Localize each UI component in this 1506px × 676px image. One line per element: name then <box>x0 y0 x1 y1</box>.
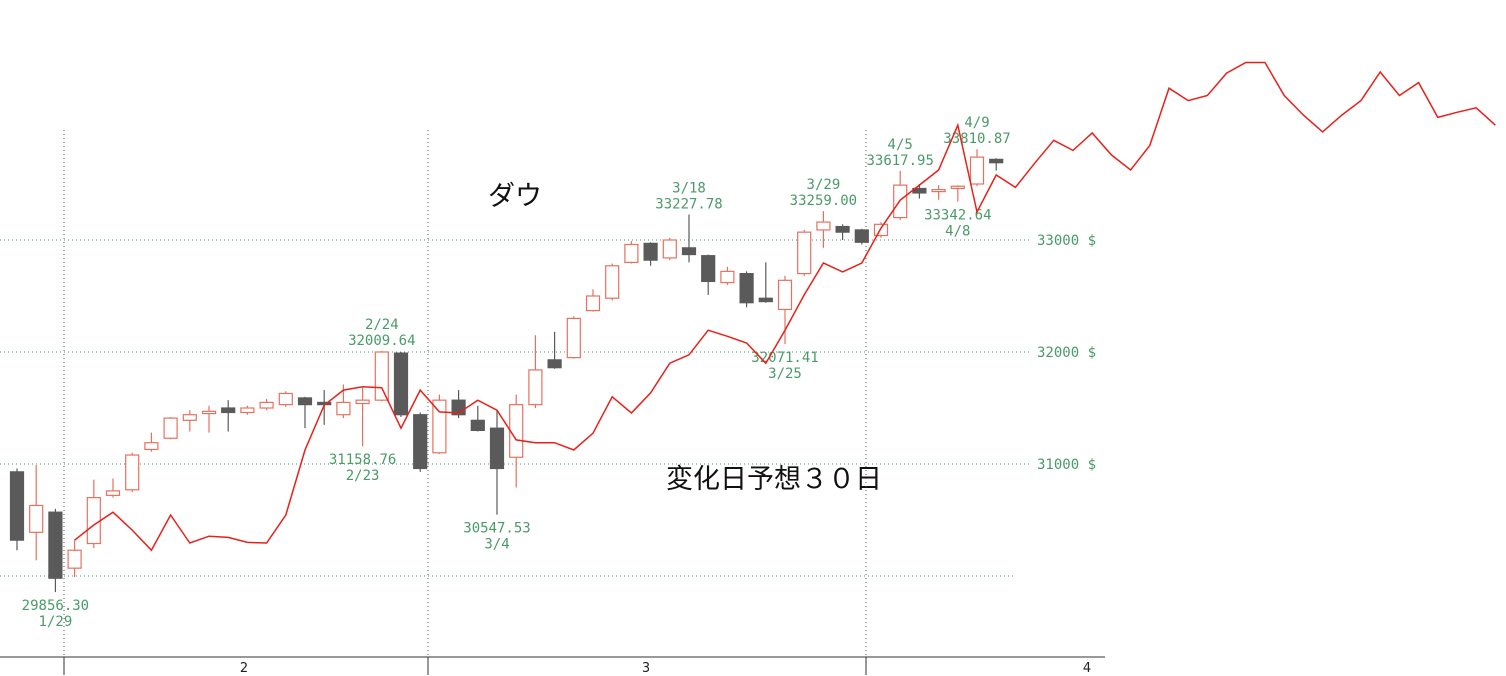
candle-body <box>643 242 658 261</box>
candle-body <box>374 351 389 401</box>
candle-body <box>720 270 735 284</box>
date-label: 3/18 <box>672 180 706 196</box>
annotation: 変化日予想３０日 <box>666 464 882 495</box>
date-label: 1/29 <box>39 614 73 630</box>
candle-body <box>950 185 965 190</box>
low-value-label: 30547.53 <box>463 521 530 537</box>
candle-body <box>509 404 524 458</box>
candle-body <box>835 225 850 233</box>
y-tick-label: 33000 $ <box>1037 233 1096 249</box>
candle-body <box>67 549 82 569</box>
high-value-label: 33617.95 <box>866 153 933 169</box>
y-tick-label: 31000 $ <box>1037 457 1096 473</box>
candle-body <box>605 265 620 299</box>
candle-body <box>777 279 793 311</box>
candle-body <box>201 410 217 415</box>
month-label: 4 <box>1083 661 1091 676</box>
candle-body <box>547 359 562 369</box>
date-label: 4/8 <box>945 224 970 240</box>
candle-body <box>413 414 428 470</box>
low-value-label: 29856.30 <box>22 598 89 614</box>
candle-body <box>989 158 1004 164</box>
candle-body <box>854 229 869 243</box>
high-value-label: 32009.64 <box>348 333 415 349</box>
month-boundaries <box>63 130 867 657</box>
date-label: 2/24 <box>365 317 399 333</box>
candle-body <box>29 504 44 533</box>
candle-body <box>259 401 274 409</box>
candle-body <box>278 392 293 406</box>
candle-body <box>585 295 601 312</box>
candle-body <box>336 401 351 416</box>
candle-body <box>393 352 409 416</box>
candle-body <box>662 239 677 259</box>
date-label: 2/23 <box>346 468 380 484</box>
low-value-label: 33342.64 <box>924 208 991 224</box>
candle-body <box>528 369 543 406</box>
candle-body <box>221 407 236 414</box>
high-value-label: 33227.78 <box>655 196 722 212</box>
candle-body <box>297 397 313 406</box>
candle-body <box>797 231 812 275</box>
month-label: 2 <box>240 661 248 676</box>
chart-title: ダウ <box>488 181 542 212</box>
date-label: 3/29 <box>807 177 841 193</box>
candle-body <box>144 442 159 451</box>
y-tick-label: 32000 $ <box>1037 345 1096 361</box>
date-label: 4/9 <box>964 115 989 131</box>
candle-body <box>739 273 754 304</box>
high-value-label: 33259.00 <box>790 193 857 209</box>
candle-body <box>873 223 889 237</box>
candle-body <box>163 417 178 439</box>
candle-body <box>681 247 697 256</box>
candle-body <box>182 414 197 421</box>
forecast-line <box>74 61 1496 552</box>
candle-body <box>355 399 370 405</box>
candle-body <box>969 156 985 185</box>
month-ticks <box>63 657 867 675</box>
month-label: 3 <box>642 661 650 676</box>
candle-body <box>624 243 639 263</box>
date-label: 3/25 <box>768 366 802 382</box>
candle-body <box>470 419 485 432</box>
date-label: 4/5 <box>888 137 913 153</box>
low-value-label: 32071.41 <box>751 350 818 366</box>
candle-body <box>566 317 581 359</box>
candle-body <box>105 490 121 496</box>
candle-body <box>9 471 25 541</box>
candle-body <box>125 454 140 491</box>
candle-body <box>48 511 63 579</box>
candle-body <box>432 399 447 454</box>
candle-body <box>758 297 773 303</box>
candle-body <box>86 497 101 545</box>
candle-body <box>240 407 255 414</box>
low-value-label: 31158.76 <box>329 452 396 468</box>
candle-body <box>931 189 946 193</box>
candle-body <box>489 427 505 470</box>
date-label: 3/4 <box>484 537 509 553</box>
candle-body <box>701 255 716 283</box>
candle-body <box>816 221 831 231</box>
